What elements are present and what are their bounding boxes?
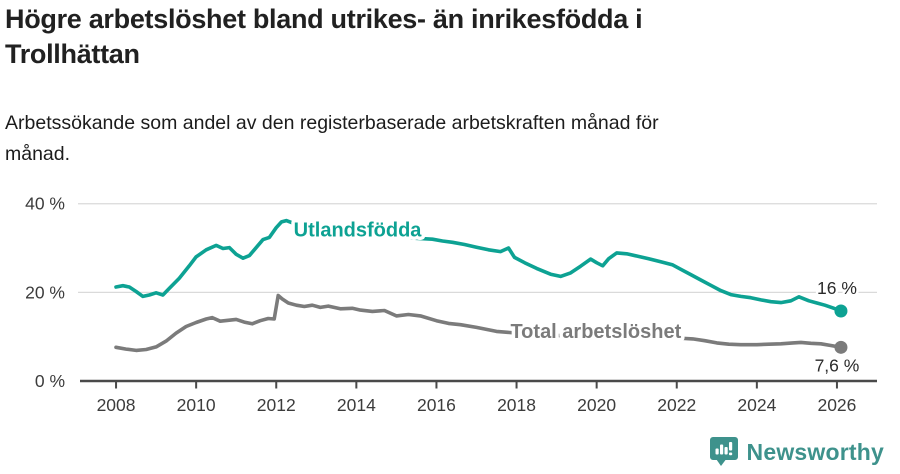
- x-tick-label: 2018: [497, 395, 536, 415]
- brand-name: Newsworthy: [746, 438, 884, 465]
- x-tick-label: 2012: [257, 395, 296, 415]
- newsworthy-logo-icon: [709, 436, 739, 468]
- y-tick-label: 0 %: [35, 371, 65, 391]
- end-dot-total-arbetsl-shet: [834, 340, 848, 354]
- end-value-label-total-arbetsl-shet: 7,6 %: [815, 355, 860, 375]
- page-title-line-2: Trollhättan: [5, 39, 140, 69]
- x-tick-label: 2010: [177, 395, 216, 415]
- x-tick-label: 2020: [577, 395, 616, 415]
- x-tick-label: 2022: [657, 395, 696, 415]
- page-title: Högre arbetslöshet bland utrikes- än inr…: [5, 2, 895, 72]
- series-line-total-arbetsl-shet: [114, 293, 843, 353]
- x-tick-label: 2026: [817, 395, 856, 415]
- x-tick-label: 2024: [737, 395, 776, 415]
- chart-subtitle-line-1: Arbetssökande som andel av den registerb…: [5, 112, 659, 134]
- chart-subtitle: Arbetssökande som andel av den registerb…: [5, 108, 895, 170]
- end-value-label-utlandsf-dda: 16 %: [817, 278, 857, 298]
- series-line-utlandsf-dda: [114, 218, 843, 313]
- series-label-utlandsf-dda: Utlandsfödda: [294, 219, 423, 241]
- x-tick-label: 2016: [417, 395, 456, 415]
- y-tick-label: 40 %: [25, 194, 65, 214]
- chart-header: Högre arbetslöshet bland utrikes- än inr…: [5, 2, 895, 170]
- series-label-total-arbetsl-shet: Total arbetslöshet: [510, 321, 681, 343]
- y-tick-label: 20 %: [25, 282, 65, 302]
- chart-subtitle-line-2: månad.: [5, 143, 71, 165]
- footer-branding: Newsworthy: [709, 436, 884, 468]
- page-title-line-1: Högre arbetslöshet bland utrikes- än inr…: [5, 4, 643, 34]
- end-dot-utlandsf-dda: [834, 304, 848, 318]
- x-tick-label: 2008: [97, 395, 136, 415]
- x-tick-label: 2014: [337, 395, 376, 415]
